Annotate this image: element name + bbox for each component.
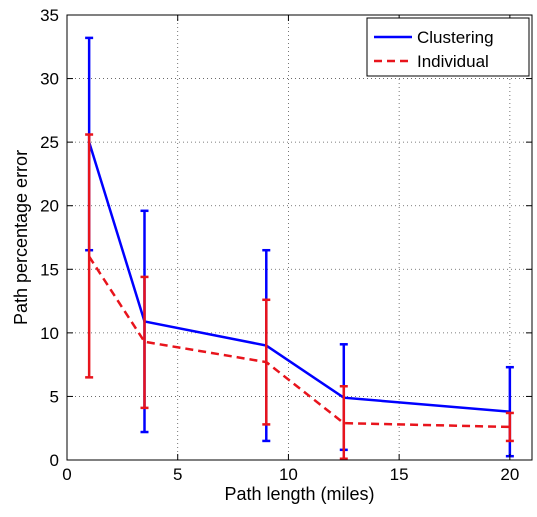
y-tick-label: 10 <box>40 324 59 343</box>
y-tick-label: 25 <box>40 133 59 152</box>
x-tick-label: 10 <box>279 465 298 484</box>
y-tick-label: 15 <box>40 260 59 279</box>
grid-lines <box>67 15 532 460</box>
y-tick-label: 35 <box>40 6 59 25</box>
y-axis-label: Path percentage error <box>11 150 31 325</box>
plot-series <box>85 38 514 459</box>
series-line-individual <box>89 257 510 427</box>
x-tick-label: 20 <box>500 465 519 484</box>
legend-label-individual: Individual <box>417 52 489 71</box>
legend: Clustering Individual <box>367 18 529 76</box>
y-tick-label: 5 <box>50 387 59 406</box>
axis-ticks: 0 5 10 15 20 0 5 10 15 20 25 30 35 <box>40 6 532 484</box>
series-line-clustering <box>89 142 510 412</box>
series-individual <box>85 135 514 459</box>
error-bar-individual <box>85 135 93 378</box>
plot-frame <box>67 15 532 460</box>
y-tick-label: 0 <box>50 451 59 470</box>
y-tick-label: 30 <box>40 70 59 89</box>
y-tick-label: 20 <box>40 197 59 216</box>
legend-label-clustering: Clustering <box>417 28 494 47</box>
x-tick-label: 5 <box>173 465 182 484</box>
x-tick-label: 15 <box>390 465 409 484</box>
x-axis-label: Path length (miles) <box>224 484 374 504</box>
series-clustering <box>85 38 514 456</box>
x-tick-label: 0 <box>62 465 71 484</box>
